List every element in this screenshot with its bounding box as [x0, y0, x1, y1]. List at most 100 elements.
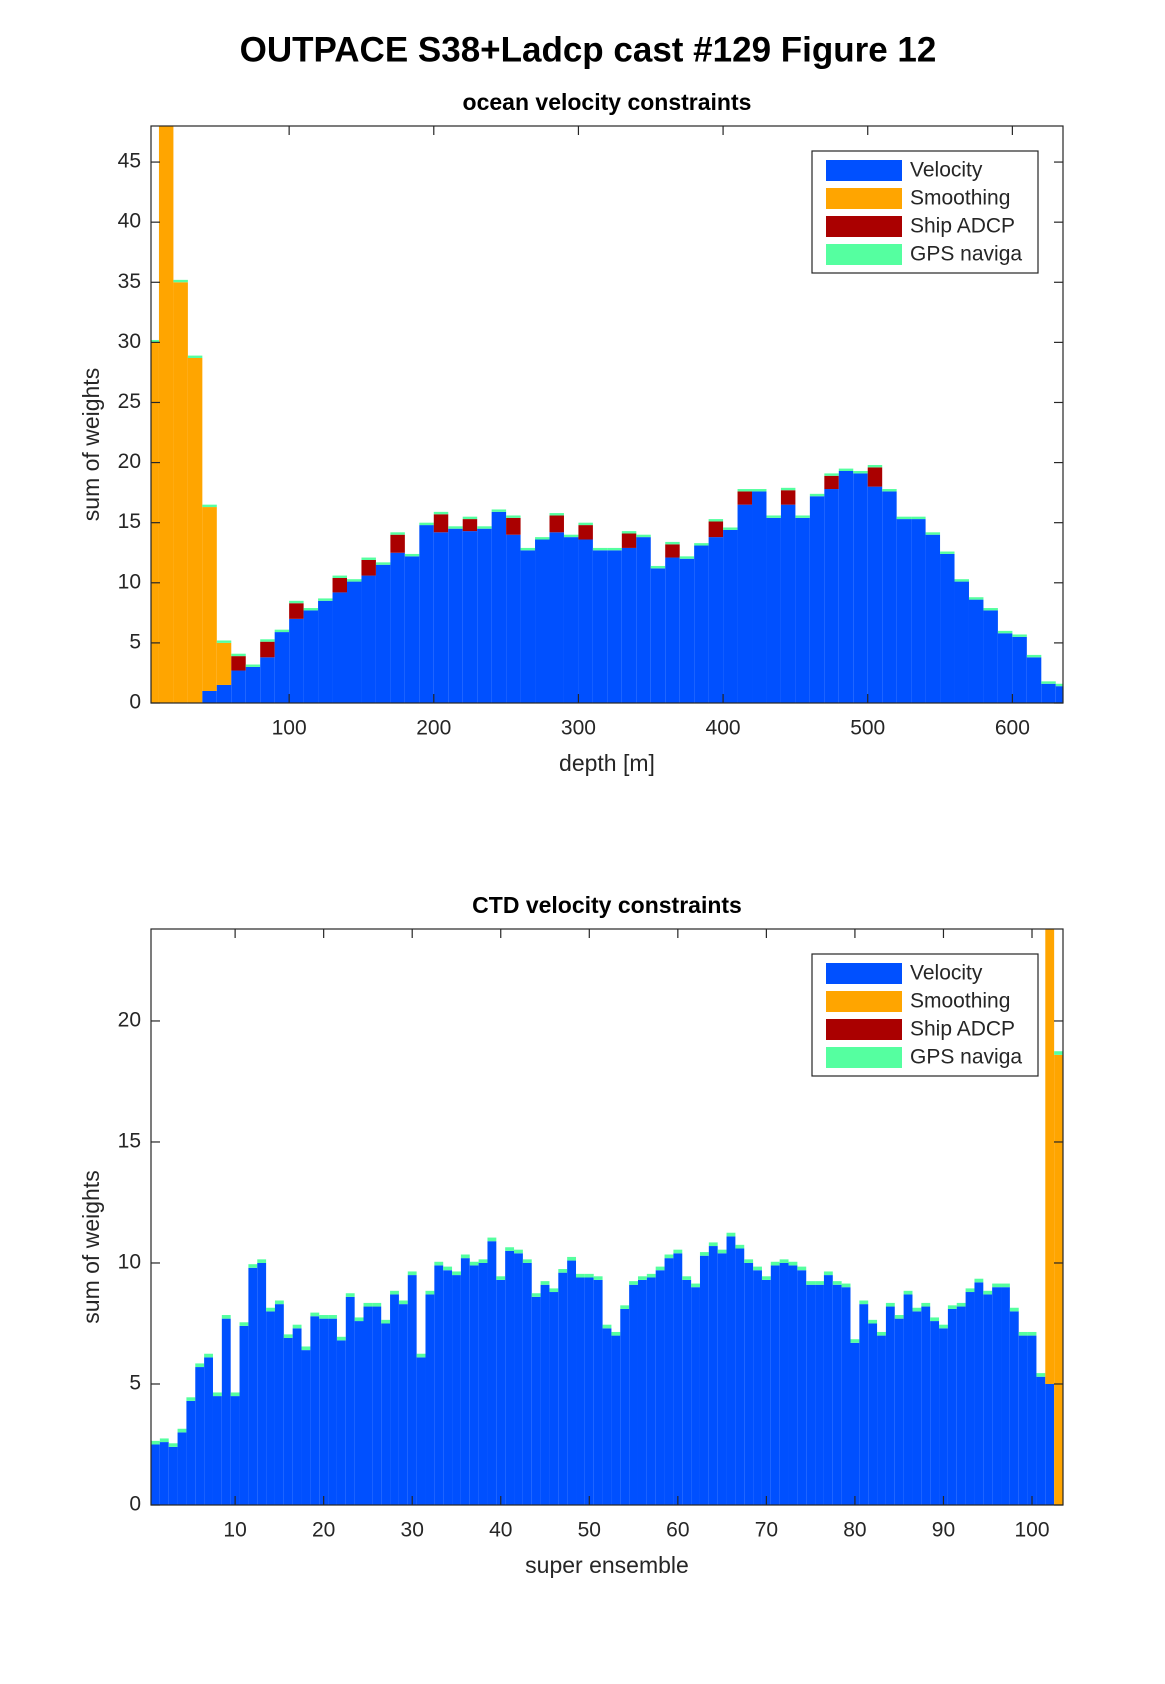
bar-segment — [159, 1442, 169, 1505]
bar-segment — [903, 1290, 913, 1295]
legend-label: Smoothing — [910, 990, 1010, 1013]
bar-segment — [921, 1306, 931, 1505]
bar-segment — [221, 1318, 231, 1505]
bar-segment — [1001, 1287, 1010, 1505]
bar-segment — [531, 1296, 541, 1505]
bar-segment — [478, 1259, 488, 1263]
bar-segment — [204, 1357, 213, 1505]
bar-segment — [655, 1266, 665, 1271]
bar-segment — [1026, 654, 1042, 658]
bar-segment — [531, 1293, 541, 1297]
bar-segment — [487, 1241, 497, 1505]
bar-segment — [151, 1444, 160, 1505]
bar-segment — [894, 1315, 904, 1319]
bar-segment — [824, 475, 839, 490]
bar-segment — [708, 521, 724, 538]
y-tick-label: 10 — [118, 570, 141, 593]
bar-segment — [780, 487, 796, 491]
bar-segment — [770, 1261, 780, 1266]
bar-segment — [216, 642, 232, 685]
bar-segment — [620, 1305, 630, 1309]
x-axis-label: super ensemble — [525, 1552, 689, 1578]
bar-segment — [682, 1279, 692, 1505]
bar-segment — [221, 1315, 231, 1319]
bars — [151, 929, 1063, 1505]
bar-segment — [336, 1336, 346, 1341]
axes-frame — [150, 125, 1064, 704]
bar-segment — [655, 1270, 665, 1505]
bar-segment — [717, 1249, 727, 1254]
bar-segment — [319, 1318, 329, 1505]
bar-segment — [1041, 681, 1056, 684]
bar-segment — [522, 1259, 532, 1263]
bar-segment — [230, 1392, 240, 1397]
bar-segment — [850, 1342, 860, 1505]
bar-segment — [487, 1237, 497, 1242]
bar-segment — [469, 1265, 479, 1505]
bar-segment — [301, 1350, 311, 1505]
legend-swatch — [826, 160, 902, 181]
bar-segment — [766, 515, 781, 518]
x-tick-label: 90 — [932, 1519, 955, 1542]
bar-segment — [289, 600, 304, 604]
bar-segment — [462, 519, 478, 532]
bar-segment — [361, 557, 376, 560]
bar-segment — [682, 1276, 692, 1280]
bar-segment — [496, 1279, 506, 1505]
bar-segment — [202, 504, 217, 508]
bar-segment — [578, 522, 593, 526]
y-tick-label: 5 — [129, 630, 141, 653]
y-axis-label: sum of weights — [78, 368, 104, 521]
bar-segment — [1045, 1383, 1055, 1505]
legend-swatch — [826, 963, 902, 984]
bar-segment — [443, 1270, 453, 1505]
bar-segment — [708, 537, 724, 703]
y-tick-label: 25 — [118, 390, 141, 413]
y-tick-label: 20 — [118, 450, 141, 473]
bar-segment — [726, 1236, 736, 1505]
bar-segment — [679, 558, 695, 703]
bar-segment — [328, 1315, 337, 1319]
bar-segment — [535, 537, 550, 540]
x-tick-label: 20 — [312, 1519, 335, 1542]
bar-segment — [737, 489, 753, 492]
bar-segment — [903, 1294, 913, 1505]
bar-segment — [896, 516, 912, 520]
bar-segment — [216, 684, 232, 703]
bar-segment — [390, 532, 405, 535]
bar-segment — [212, 1392, 222, 1397]
bar-segment — [992, 1283, 1002, 1288]
bar-segment — [930, 1317, 940, 1322]
y-tick-label: 20 — [118, 1009, 141, 1032]
legend-label: GPS naviga — [910, 1046, 1022, 1069]
bar-segment — [186, 1397, 196, 1401]
bar-segment — [744, 1259, 754, 1263]
bar-segment — [788, 1265, 798, 1505]
bar-segment — [404, 553, 420, 557]
legend-label: GPS naviga — [910, 243, 1022, 266]
bar-segment — [354, 1321, 364, 1505]
bar-segment — [954, 581, 969, 703]
bar-segment — [274, 1300, 284, 1305]
bar-segment — [186, 1400, 196, 1505]
legend-label: Ship ADCP — [910, 1018, 1015, 1041]
bar-segment — [375, 564, 391, 703]
bar-segment — [611, 1335, 621, 1505]
bar-segment — [997, 630, 1013, 634]
bar-segment — [723, 529, 738, 703]
bar-segment — [363, 1302, 373, 1307]
bar-segment — [202, 690, 217, 703]
bar-segment — [646, 1277, 656, 1505]
x-tick-label: 200 — [416, 717, 451, 740]
bar-segment — [761, 1279, 771, 1505]
bar-segment — [744, 1262, 754, 1505]
bar-segment — [592, 547, 608, 551]
bar-segment — [752, 491, 767, 703]
x-tick-label: 40 — [489, 1519, 512, 1542]
bar-segment — [231, 653, 246, 657]
chart-title: CTD velocity constraints — [472, 892, 742, 918]
y-tick-label: 15 — [118, 1130, 141, 1153]
bar-segment — [1009, 1311, 1019, 1505]
bar-segment — [779, 1259, 789, 1263]
